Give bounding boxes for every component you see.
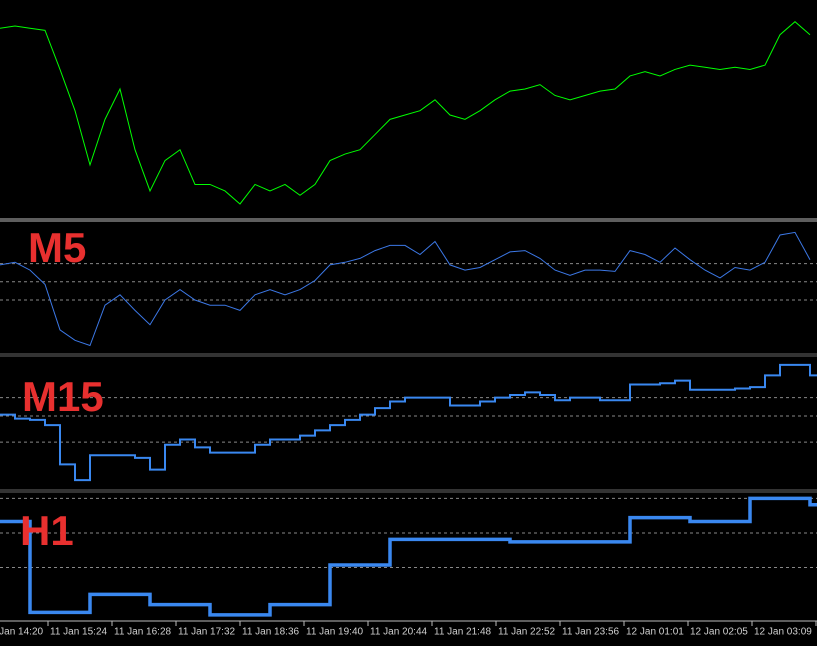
time-label: 11 Jan 17:32 [178,627,236,638]
timeframe-label: H1 [20,507,74,554]
time-label: 11 Jan 23:56 [562,627,620,638]
price-line [0,231,811,347]
step-line [0,496,817,617]
time-label: 11 Jan 15:24 [50,627,108,638]
time-label: 12 Jan 01:01 [626,627,684,638]
time-label: 11 Jan 19:40 [306,627,364,638]
time-label: 11 Jan 14:20 [0,627,44,638]
timeframe-label: M5 [28,224,86,271]
timeframe-label: M15 [22,373,104,420]
time-label: 11 Jan 22:52 [498,627,556,638]
step-line [0,363,817,482]
time-label: 11 Jan 21:48 [434,627,492,638]
time-axis [0,620,817,646]
time-label: 12 Jan 03:09 [754,627,812,638]
time-label: 11 Jan 20:44 [370,627,428,638]
price-line [0,21,811,205]
time-label: 12 Jan 02:05 [690,627,748,638]
time-label: 11 Jan 16:28 [114,627,172,638]
time-label: 11 Jan 18:36 [242,627,300,638]
